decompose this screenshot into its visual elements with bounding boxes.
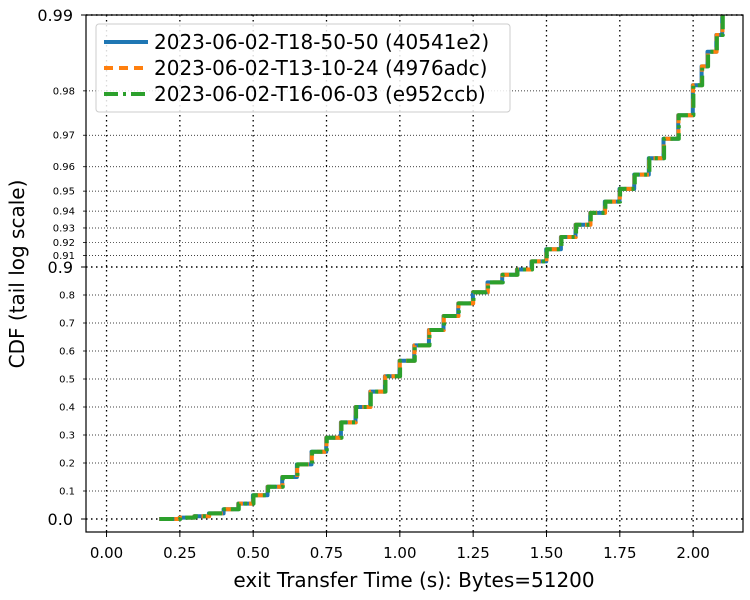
legend-label-1: 2023-06-02-T18-50-50 (40541e2) (154, 30, 489, 54)
x-tick-label: 1.50 (530, 544, 563, 562)
y-minor-tick-label: 0.98 (53, 86, 75, 97)
y-major-tick-label: 0.99 (37, 6, 73, 25)
series-lines (159, 15, 725, 521)
y-minor-tick-label: 0.6 (59, 347, 75, 358)
y-minor-tick-label: 0.8 (59, 291, 75, 302)
x-tick-label: 2.00 (676, 544, 709, 562)
plot-frame (85, 14, 744, 533)
y-major-tick-label: 0.0 (48, 510, 73, 529)
y-minor-tick-label: 0.96 (53, 162, 75, 173)
x-tick-label: 1.25 (456, 544, 489, 562)
x-tick-label: 0.75 (310, 544, 343, 562)
y-minor-tick-label: 0.1 (59, 487, 75, 498)
y-major-tick-label: 0.9 (48, 258, 73, 277)
x-tick-label: 1.75 (603, 544, 636, 562)
x-tick-label: 1.00 (383, 544, 416, 562)
y-minor-tick-label: 0.95 (53, 187, 75, 198)
legend-label-2: 2023-06-02-T13-10-24 (4976adc) (154, 56, 487, 80)
x-axis-title: exit Transfer Time (s): Bytes=51200 (233, 568, 594, 592)
x-tick-label: 0.00 (90, 544, 123, 562)
y-minor-tick-label: 0.3 (59, 431, 75, 442)
series-line-3 (159, 15, 725, 521)
y-minor-tick-label: 0.93 (53, 223, 75, 234)
y-axis-title: CDF (tail log scale) (5, 180, 29, 369)
y-minor-tick-label: 0.92 (53, 238, 75, 249)
x-tick-label: 0.50 (236, 544, 269, 562)
y-minor-tick-label: 0.91 (53, 251, 75, 262)
y-minor-tick-label: 0.7 (59, 319, 75, 330)
axis-ticks: 0.00 0.25 0.50 0.75 1.00 1.25 1.50 1.75 2.00 0.1 0… (37, 6, 709, 562)
y-minor-tick-label: 0.2 (59, 459, 75, 470)
y-minor-tick-label: 0.94 (53, 207, 75, 218)
legend-label-3: 2023-06-02-T16-06-03 (e952ccb) (154, 82, 486, 106)
legend: 2023-06-02-T18-50-50 (40541e2)2023-06-02… (95, 23, 511, 113)
y-minor-tick-label: 0.4 (59, 403, 75, 414)
legend-box (95, 23, 511, 113)
x-tick-label: 0.25 (163, 544, 196, 562)
y-minor-tick-label: 0.5 (59, 375, 75, 386)
y-minor-tick-label: 0.97 (53, 131, 75, 142)
